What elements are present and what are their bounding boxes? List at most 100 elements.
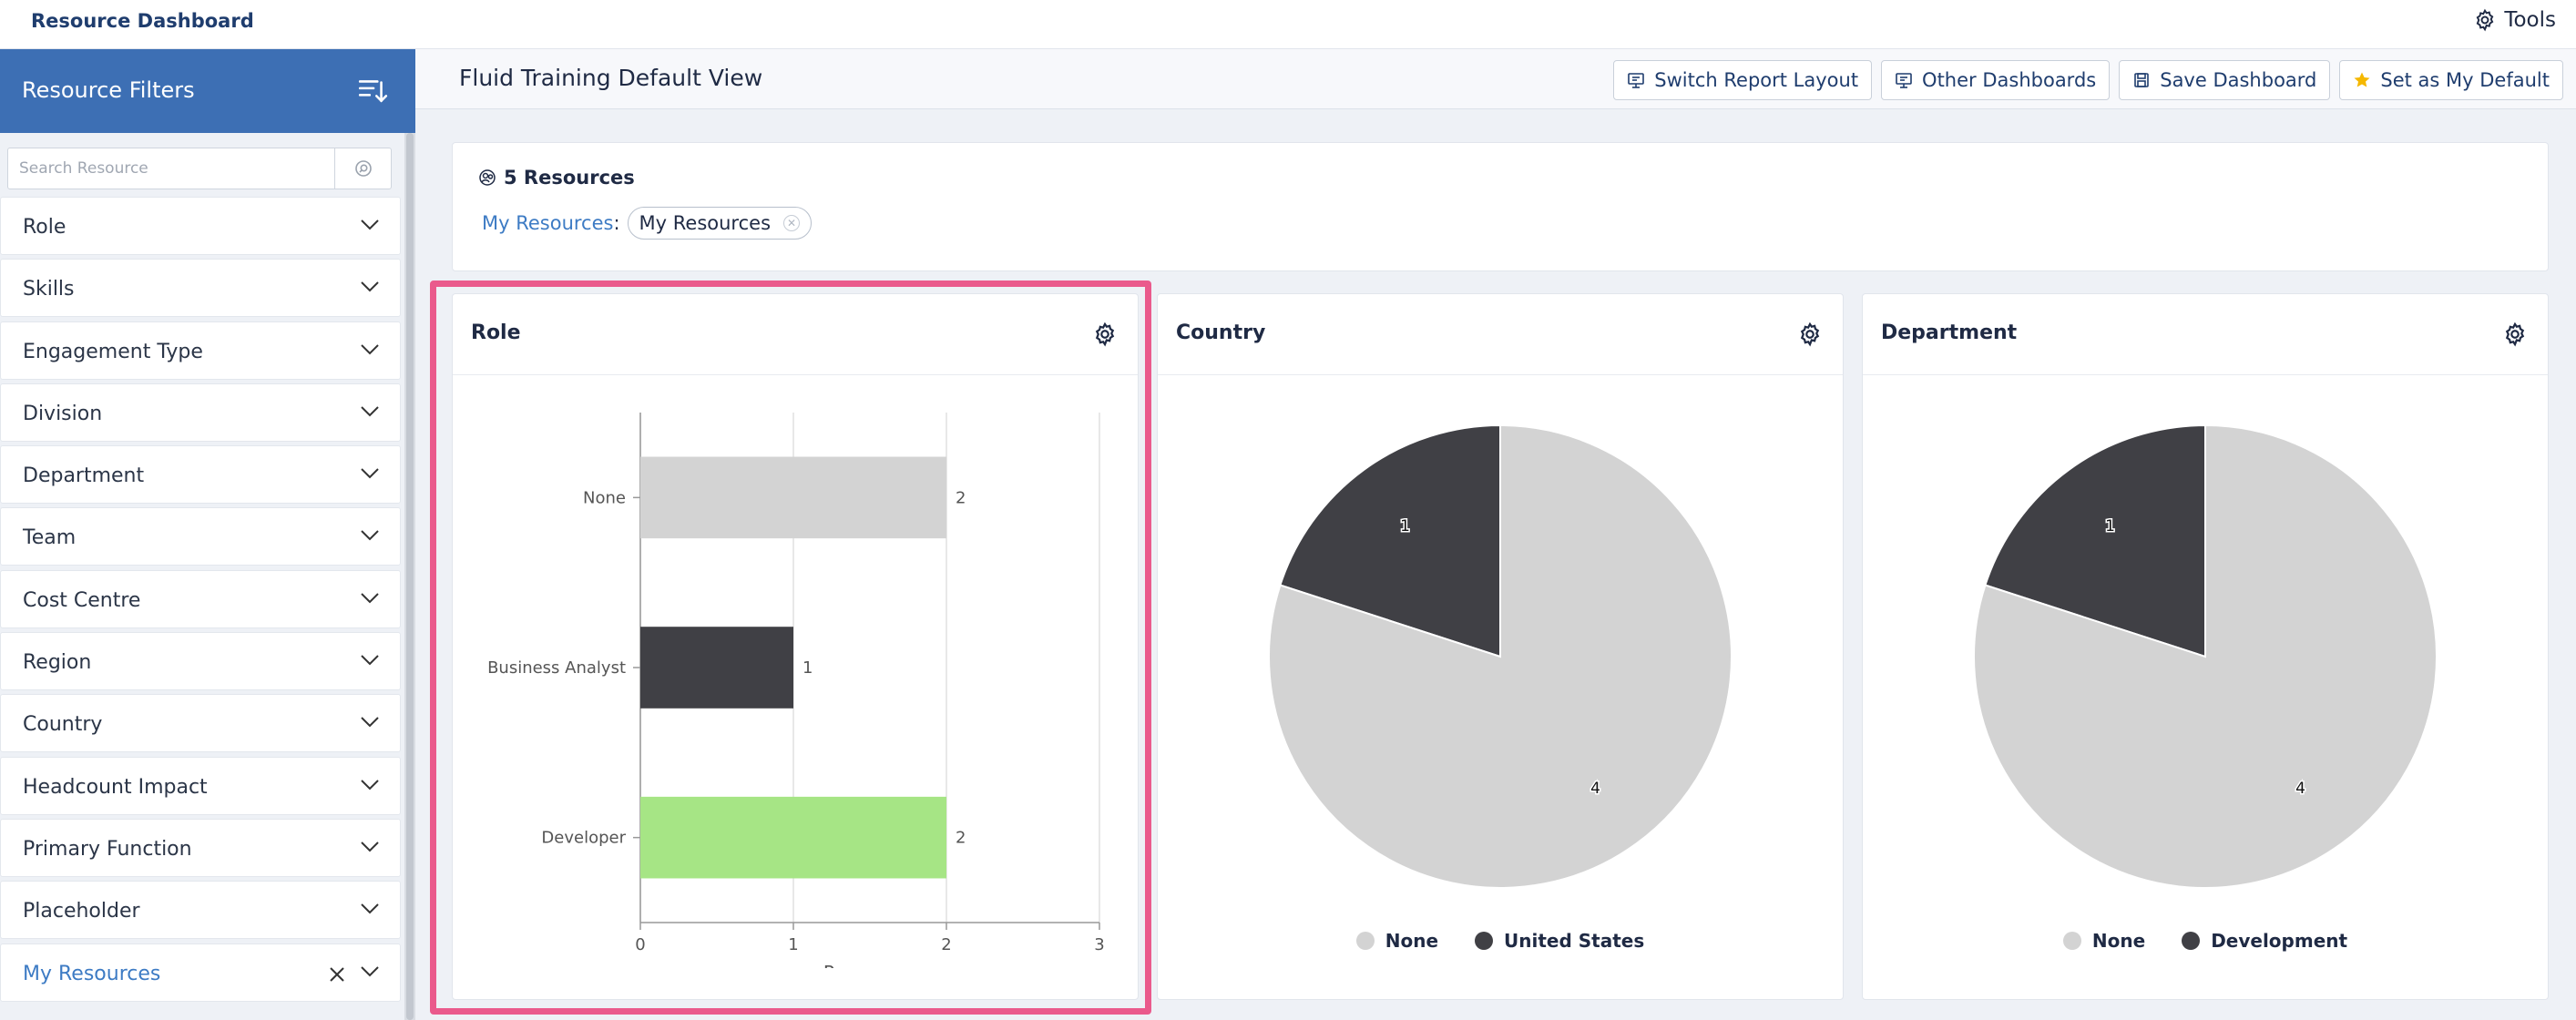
x-tick-label: 3 — [1094, 935, 1104, 954]
filter-skills[interactable]: Skills — [0, 259, 401, 318]
card-divider — [453, 374, 1138, 375]
filter-label: Division — [23, 402, 103, 425]
presentation-icon — [1628, 73, 1645, 88]
card-divider — [1863, 374, 2548, 375]
sidebar-title: Resource Filters — [22, 77, 195, 103]
filter-cost-centre[interactable]: Cost Centre — [0, 569, 401, 628]
chevron-down-icon — [361, 593, 379, 604]
filter-headcount-impact[interactable]: Headcount Impact — [0, 756, 401, 815]
filter-list: Role Skills Engagement Type Division Departm… — [0, 197, 401, 1005]
active-filter-chip: My Resources ✕ — [627, 207, 813, 240]
filter-label: Role — [23, 216, 66, 239]
filter-engagement-type[interactable]: Engagement Type — [0, 321, 401, 380]
bar[interactable] — [640, 627, 793, 709]
set-as-my-default-button[interactable]: Set as My Default — [2339, 60, 2563, 100]
active-filter: My Resources: My Resources ✕ — [482, 207, 813, 240]
resource-count-label: 5 Resources — [504, 167, 635, 189]
card-divider — [1158, 374, 1843, 375]
sidebar-header: Resource Filters — [0, 49, 415, 133]
bar[interactable] — [640, 456, 946, 539]
legend-label: Development — [2211, 930, 2348, 952]
search-button[interactable] — [334, 148, 391, 189]
pie-slice[interactable] — [1973, 423, 2438, 889]
chevron-down-icon — [361, 406, 379, 417]
legend-swatch — [2182, 932, 2201, 950]
header-actions: Switch Report Layout Other Dashboards Sa… — [1613, 60, 2563, 100]
top-bar: Resource Dashboard Tools — [0, 0, 2576, 49]
other-dashboards-label: Other Dashboards — [1922, 69, 2097, 91]
clear-filter-icon[interactable] — [327, 964, 347, 984]
filter-my-resources[interactable]: My Resources — [0, 943, 401, 1002]
chevron-down-icon — [361, 219, 379, 230]
legend-swatch — [2062, 932, 2081, 950]
country-legend: None United States — [1158, 930, 1843, 952]
save-dashboard-button[interactable]: Save Dashboard — [2119, 60, 2331, 100]
legend-label: United States — [1504, 930, 1645, 952]
chevron-down-icon — [361, 965, 379, 976]
scrollbar-thumb[interactable] — [406, 133, 414, 1020]
category-label: Business Analyst — [487, 658, 626, 678]
presentation-icon — [1896, 73, 1912, 88]
filter-label: Department — [23, 464, 145, 488]
pie-slice[interactable] — [1279, 423, 1501, 658]
chevron-down-icon — [361, 903, 379, 914]
legend-item[interactable]: Development — [2182, 930, 2347, 952]
gear-icon[interactable] — [2502, 321, 2528, 347]
filter-placeholder[interactable]: Placeholder — [0, 881, 401, 940]
other-dashboards-button[interactable]: Other Dashboards — [1881, 60, 2111, 100]
switch-report-layout-button[interactable]: Switch Report Layout — [1613, 60, 1873, 100]
switch-report-layout-label: Switch Report Layout — [1654, 69, 1859, 91]
selection-highlight — [430, 280, 1151, 1015]
tools-button[interactable]: Tools — [2473, 8, 2556, 32]
remove-filter-icon[interactable]: ✕ — [783, 215, 801, 231]
country-pie-chart: 14 — [1268, 423, 1733, 889]
chevron-down-icon — [361, 842, 379, 852]
slice-value-label: 1 — [1400, 517, 1410, 536]
filter-label: Engagement Type — [23, 340, 203, 363]
department-chart-title: Department — [1881, 321, 2018, 344]
filter-country[interactable]: Country — [0, 694, 401, 753]
pie-slice[interactable] — [1268, 423, 1733, 889]
pie-slice[interactable] — [1984, 423, 2206, 658]
filter-primary-function[interactable]: Primary Function — [0, 818, 401, 877]
active-filter-key-text: My Resources — [482, 212, 614, 234]
gear-icon[interactable] — [1092, 321, 1118, 347]
app-title: Resource Dashboard — [31, 10, 254, 32]
search-icon — [354, 160, 372, 177]
active-filter-key[interactable]: My Resources: — [482, 212, 620, 234]
department-pie-chart: 14 — [1973, 423, 2438, 889]
x-axis-label: Resources — [823, 962, 916, 968]
slice-value-label: 1 — [2105, 517, 2115, 536]
slice-value-label: 4 — [1590, 780, 1600, 798]
view-title: Fluid Training Default View — [459, 65, 763, 91]
chevron-down-icon — [361, 281, 379, 292]
filter-region[interactable]: Region — [0, 632, 401, 691]
search-input[interactable] — [8, 148, 334, 189]
department-legend: None Development — [1863, 930, 2548, 952]
legend-item[interactable]: None — [2062, 930, 2145, 952]
filter-team[interactable]: Team — [0, 507, 401, 566]
legend-item[interactable]: None — [1355, 930, 1438, 952]
filter-label: Placeholder — [23, 900, 140, 923]
legend-item[interactable]: United States — [1475, 930, 1644, 952]
filter-label: Country — [23, 713, 103, 737]
filter-label: My Resources — [23, 962, 161, 985]
country-chart-title: Country — [1176, 321, 1266, 344]
sort-icon[interactable] — [357, 75, 388, 106]
filter-department[interactable]: Department — [0, 445, 401, 505]
filter-role[interactable]: Role — [0, 197, 401, 255]
gear-icon — [2476, 8, 2494, 32]
bar[interactable] — [640, 796, 946, 879]
role-chart-card: Role 0 1 2 3 None 2 Business Analyst 1 Developer… — [452, 293, 1139, 1000]
main-header: Fluid Training Default View Switch Repor… — [415, 49, 2576, 109]
chevron-down-icon — [361, 530, 379, 541]
role-chart-title: Role — [471, 321, 521, 344]
filter-division[interactable]: Division — [0, 382, 401, 442]
legend-swatch — [1355, 932, 1375, 950]
gear-icon[interactable] — [1797, 321, 1823, 347]
sidebar-scrollbar[interactable] — [404, 133, 415, 1020]
save-dashboard-label: Save Dashboard — [2160, 69, 2317, 91]
category-label: None — [583, 488, 626, 507]
